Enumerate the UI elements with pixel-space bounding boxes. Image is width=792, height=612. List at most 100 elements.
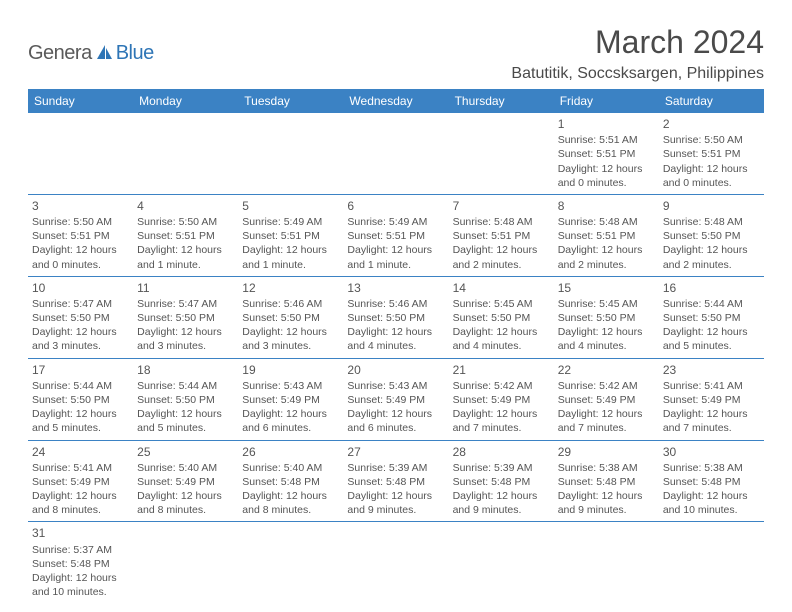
daylight-text: Daylight: 12 hours and 3 minutes. [242, 325, 339, 353]
day-number: 11 [137, 280, 234, 296]
calendar-cell [343, 113, 448, 194]
calendar-cell: 17Sunrise: 5:44 AMSunset: 5:50 PMDayligh… [28, 358, 133, 440]
sunrise-text: Sunrise: 5:40 AM [137, 461, 234, 475]
calendar-cell: 3Sunrise: 5:50 AMSunset: 5:51 PMDaylight… [28, 194, 133, 276]
day-number: 21 [453, 362, 550, 378]
day-number: 24 [32, 444, 129, 460]
sunrise-text: Sunrise: 5:46 AM [347, 297, 444, 311]
daylight-text: Daylight: 12 hours and 2 minutes. [558, 243, 655, 271]
sunrise-text: Sunrise: 5:47 AM [32, 297, 129, 311]
weekday-header: Friday [554, 89, 659, 113]
daylight-text: Daylight: 12 hours and 5 minutes. [32, 407, 129, 435]
daylight-text: Daylight: 12 hours and 2 minutes. [663, 243, 760, 271]
daylight-text: Daylight: 12 hours and 10 minutes. [663, 489, 760, 517]
sunrise-text: Sunrise: 5:47 AM [137, 297, 234, 311]
day-number: 15 [558, 280, 655, 296]
daylight-text: Daylight: 12 hours and 7 minutes. [663, 407, 760, 435]
daylight-text: Daylight: 12 hours and 6 minutes. [347, 407, 444, 435]
calendar-cell: 2Sunrise: 5:50 AMSunset: 5:51 PMDaylight… [659, 113, 764, 194]
calendar-cell: 12Sunrise: 5:46 AMSunset: 5:50 PMDayligh… [238, 276, 343, 358]
logo-text-genera: Genera [28, 42, 92, 65]
calendar-table: Sunday Monday Tuesday Wednesday Thursday… [28, 89, 764, 603]
day-number: 30 [663, 444, 760, 460]
title-block: March 2024 Batutitik, Soccsksargen, Phil… [511, 24, 764, 83]
daylight-text: Daylight: 12 hours and 9 minutes. [347, 489, 444, 517]
calendar-row: 31Sunrise: 5:37 AMSunset: 5:48 PMDayligh… [28, 522, 764, 603]
calendar-row: 17Sunrise: 5:44 AMSunset: 5:50 PMDayligh… [28, 358, 764, 440]
sunrise-text: Sunrise: 5:43 AM [242, 379, 339, 393]
calendar-cell: 10Sunrise: 5:47 AMSunset: 5:50 PMDayligh… [28, 276, 133, 358]
sunrise-text: Sunrise: 5:38 AM [663, 461, 760, 475]
calendar-cell: 13Sunrise: 5:46 AMSunset: 5:50 PMDayligh… [343, 276, 448, 358]
sunrise-text: Sunrise: 5:44 AM [137, 379, 234, 393]
logo-text-blue: Blue [116, 42, 154, 65]
calendar-cell: 4Sunrise: 5:50 AMSunset: 5:51 PMDaylight… [133, 194, 238, 276]
day-number: 25 [137, 444, 234, 460]
calendar-cell [554, 522, 659, 603]
sunrise-text: Sunrise: 5:39 AM [347, 461, 444, 475]
day-number: 22 [558, 362, 655, 378]
sunset-text: Sunset: 5:51 PM [347, 229, 444, 243]
day-number: 14 [453, 280, 550, 296]
daylight-text: Daylight: 12 hours and 7 minutes. [453, 407, 550, 435]
day-number: 9 [663, 198, 760, 214]
calendar-cell: 1Sunrise: 5:51 AMSunset: 5:51 PMDaylight… [554, 113, 659, 194]
calendar-cell [238, 113, 343, 194]
sunset-text: Sunset: 5:50 PM [347, 311, 444, 325]
sunset-text: Sunset: 5:50 PM [242, 311, 339, 325]
sunset-text: Sunset: 5:49 PM [32, 475, 129, 489]
daylight-text: Daylight: 12 hours and 0 minutes. [663, 162, 760, 190]
daylight-text: Daylight: 12 hours and 4 minutes. [558, 325, 655, 353]
page-title: March 2024 [511, 24, 764, 61]
day-number: 27 [347, 444, 444, 460]
sunset-text: Sunset: 5:48 PM [558, 475, 655, 489]
daylight-text: Daylight: 12 hours and 10 minutes. [32, 571, 129, 599]
sunset-text: Sunset: 5:50 PM [32, 311, 129, 325]
sunrise-text: Sunrise: 5:42 AM [453, 379, 550, 393]
calendar-cell: 31Sunrise: 5:37 AMSunset: 5:48 PMDayligh… [28, 522, 133, 603]
sunrise-text: Sunrise: 5:48 AM [558, 215, 655, 229]
calendar-row: 1Sunrise: 5:51 AMSunset: 5:51 PMDaylight… [28, 113, 764, 194]
calendar-row: 10Sunrise: 5:47 AMSunset: 5:50 PMDayligh… [28, 276, 764, 358]
sunset-text: Sunset: 5:48 PM [663, 475, 760, 489]
calendar-cell: 23Sunrise: 5:41 AMSunset: 5:49 PMDayligh… [659, 358, 764, 440]
sunset-text: Sunset: 5:51 PM [32, 229, 129, 243]
calendar-cell [449, 522, 554, 603]
calendar-row: 24Sunrise: 5:41 AMSunset: 5:49 PMDayligh… [28, 440, 764, 522]
sunrise-text: Sunrise: 5:48 AM [453, 215, 550, 229]
day-number: 28 [453, 444, 550, 460]
calendar-cell: 29Sunrise: 5:38 AMSunset: 5:48 PMDayligh… [554, 440, 659, 522]
daylight-text: Daylight: 12 hours and 6 minutes. [242, 407, 339, 435]
day-number: 8 [558, 198, 655, 214]
sunrise-text: Sunrise: 5:43 AM [347, 379, 444, 393]
calendar-cell: 7Sunrise: 5:48 AMSunset: 5:51 PMDaylight… [449, 194, 554, 276]
day-number: 29 [558, 444, 655, 460]
weekday-header: Wednesday [343, 89, 448, 113]
day-number: 16 [663, 280, 760, 296]
sunset-text: Sunset: 5:50 PM [32, 393, 129, 407]
daylight-text: Daylight: 12 hours and 1 minute. [347, 243, 444, 271]
calendar-cell: 9Sunrise: 5:48 AMSunset: 5:50 PMDaylight… [659, 194, 764, 276]
sunset-text: Sunset: 5:51 PM [558, 229, 655, 243]
calendar-cell: 16Sunrise: 5:44 AMSunset: 5:50 PMDayligh… [659, 276, 764, 358]
calendar-cell: 24Sunrise: 5:41 AMSunset: 5:49 PMDayligh… [28, 440, 133, 522]
sunrise-text: Sunrise: 5:45 AM [453, 297, 550, 311]
daylight-text: Daylight: 12 hours and 2 minutes. [453, 243, 550, 271]
daylight-text: Daylight: 12 hours and 5 minutes. [663, 325, 760, 353]
calendar-cell: 20Sunrise: 5:43 AMSunset: 5:49 PMDayligh… [343, 358, 448, 440]
calendar-cell: 14Sunrise: 5:45 AMSunset: 5:50 PMDayligh… [449, 276, 554, 358]
daylight-text: Daylight: 12 hours and 4 minutes. [347, 325, 444, 353]
day-number: 19 [242, 362, 339, 378]
sunset-text: Sunset: 5:49 PM [347, 393, 444, 407]
sunset-text: Sunset: 5:48 PM [453, 475, 550, 489]
daylight-text: Daylight: 12 hours and 5 minutes. [137, 407, 234, 435]
sunset-text: Sunset: 5:48 PM [32, 557, 129, 571]
header: Genera Blue March 2024 Batutitik, Soccsk… [28, 24, 764, 83]
calendar-cell [659, 522, 764, 603]
sunrise-text: Sunrise: 5:44 AM [663, 297, 760, 311]
daylight-text: Daylight: 12 hours and 8 minutes. [32, 489, 129, 517]
day-number: 31 [32, 525, 129, 541]
sunrise-text: Sunrise: 5:50 AM [663, 133, 760, 147]
sunset-text: Sunset: 5:48 PM [347, 475, 444, 489]
calendar-cell [238, 522, 343, 603]
